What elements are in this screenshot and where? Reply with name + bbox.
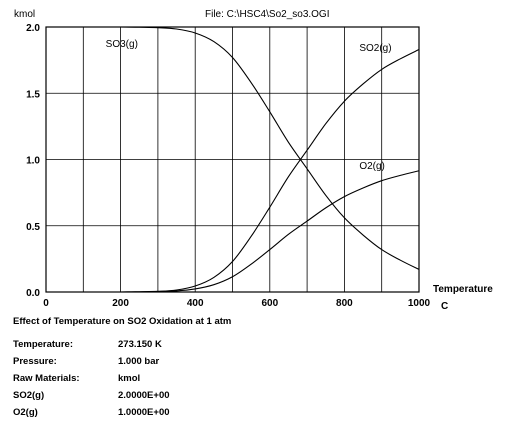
grid (46, 27, 419, 292)
info-label: Temperature: (13, 339, 74, 350)
x-tick-labels: 0 200 400 600 800 1000 (43, 298, 430, 309)
series-labels: SO3(g) SO2(g) O2(g) (106, 39, 392, 172)
info-label: Raw Materials: (13, 373, 80, 384)
series-label-so3-g: SO3(g) (106, 39, 138, 50)
info-row: O2(g) 1.0000E+00 (13, 404, 231, 421)
x-tick-label: 600 (261, 298, 278, 309)
x-axis-label: Temperature (433, 284, 493, 295)
info-row: Pressure: 1.000 bar (13, 353, 231, 370)
info-label: O2(g) (13, 407, 38, 418)
info-value: 273.150 K (118, 339, 162, 350)
y-tick-label: 0.0 (26, 288, 40, 299)
y-tick-label: 0.5 (26, 222, 40, 233)
info-row: SO2(g) 2.0000E+00 (13, 387, 231, 404)
y-tick-labels: 0.0 0.5 1.0 1.5 2.0 (26, 23, 40, 299)
info-value: 1.000 bar (118, 356, 160, 367)
info-label: SO2(g) (13, 390, 45, 401)
info-value: 2.0000E+00 (118, 390, 170, 401)
y-tick-label: 1.0 (26, 156, 40, 167)
chart: File: C:\HSC4\So2_so3.OGI kmol 0.0 0.5 1.0… (14, 9, 493, 312)
info-panel: Effect of Temperature on SO2 Oxidation a… (13, 316, 231, 421)
x-tick-label: 800 (336, 298, 353, 309)
x-tick-label: 400 (187, 298, 204, 309)
info-label: Pressure: (13, 356, 57, 367)
info-row: Temperature: 273.150 K (13, 336, 231, 353)
x-tick-label: 0 (43, 298, 49, 309)
info-row: Raw Materials: kmol (13, 370, 231, 387)
x-axis-unit: C (441, 301, 448, 312)
info-value: 1.0000E+00 (118, 407, 170, 418)
y-unit-label: kmol (14, 9, 35, 20)
info-title: Effect of Temperature on SO2 Oxidation a… (13, 316, 232, 327)
file-label: File: C:\HSC4\So2_so3.OGI (205, 9, 330, 20)
x-tick-label: 200 (112, 298, 129, 309)
y-tick-label: 1.5 (26, 89, 40, 100)
info-value: kmol (118, 373, 141, 384)
y-tick-label: 2.0 (26, 23, 40, 34)
x-tick-label: 1000 (408, 298, 431, 309)
plot-frame (45, 26, 420, 293)
series-label-o2-g: O2(g) (359, 161, 385, 172)
series-label-so2-g: SO2(g) (359, 43, 391, 54)
